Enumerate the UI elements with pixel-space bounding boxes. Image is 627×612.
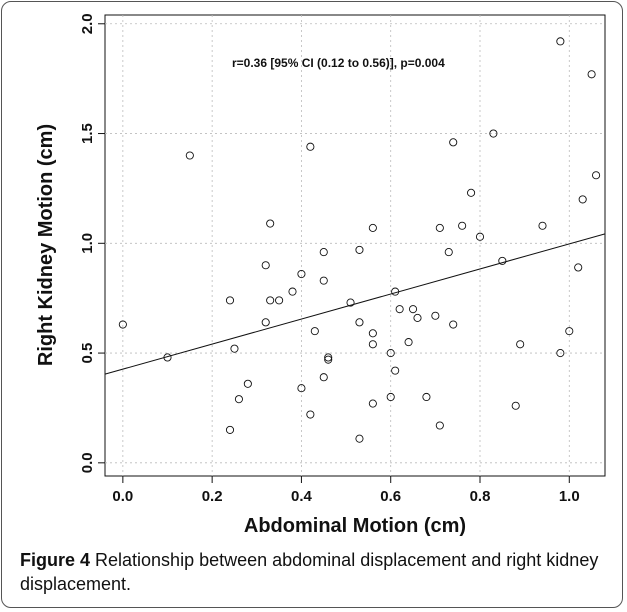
x-tick-label: 0.4 [291,488,313,505]
data-point [408,305,418,314]
data-point [306,142,315,151]
data-point [346,298,355,307]
caption-label: Figure 4 [20,550,91,570]
data-point [266,219,275,228]
y-axis-title: Right Kidney Motion (cm) [35,124,57,366]
data-point [391,366,400,375]
data-points [118,37,601,443]
y-tick-label: 0.0 [79,452,96,473]
data-point [185,151,194,160]
trend-line [104,233,606,375]
data-point [355,245,364,254]
data-point [458,221,467,230]
data-point [538,221,547,230]
data-point [243,379,252,388]
data-point [422,392,431,402]
data-point [368,340,377,349]
data-point [368,399,377,408]
data-point [449,138,458,147]
axes: 0.0 0.2 0.4 0.6 0.8 1.0 0.0 0.5 1.0 1.5 2.0 [79,13,580,505]
data-point [118,320,127,329]
data-point [275,296,284,305]
scatter-chart: 0.0 0.2 0.4 0.6 0.8 1.0 0.0 0.5 1.0 1.5 2.0 r=0.36… [35,13,606,537]
data-point [587,70,596,79]
data-point [444,248,453,257]
figure-caption: Figure 4 Relationship between abdominal … [20,548,610,596]
data-point [225,296,235,305]
x-tick-label: 0.6 [380,488,401,505]
data-point [297,269,306,279]
data-point [431,311,440,320]
data-point [261,261,270,270]
data-point [368,329,377,338]
data-point [324,353,333,362]
data-point [355,434,364,443]
data-point [234,395,243,404]
data-point [413,313,422,322]
y-tick-label: 1.0 [79,233,96,254]
data-point [475,232,485,241]
correlation-annotation: r=0.36 [95% CI (0.12 to 0.56)], p=0.004 [232,56,445,70]
data-point [319,373,328,382]
caption-text: Relationship between abdominal displacem… [20,550,599,594]
data-point [489,129,498,138]
data-point [511,401,520,410]
data-point [395,305,404,314]
data-point [368,223,377,232]
data-point [578,195,587,204]
data-point [225,425,235,434]
grid-lines [105,15,605,476]
data-point [498,256,507,265]
y-tick-label: 1.5 [79,123,96,144]
x-tick-label: 0.8 [470,488,491,505]
data-point [592,171,601,180]
data-point [355,318,364,327]
data-point [435,421,444,430]
x-tick-label: 0.2 [202,488,223,505]
data-point [556,349,565,358]
data-point [266,296,275,305]
data-point [556,37,565,46]
y-tick-label: 2.0 [79,13,96,34]
data-point [319,276,328,285]
x-axis-title: Abdominal Motion (cm) [244,515,466,537]
plot-area [104,14,606,477]
x-tick-label: 1.0 [559,488,580,505]
data-point [574,263,583,272]
data-point [310,327,319,336]
x-tick-label: 0.0 [112,488,133,505]
data-point [449,320,458,329]
data-point [230,344,239,353]
data-point [565,327,574,336]
data-point [404,338,413,347]
data-point [261,318,270,327]
data-point [435,223,444,232]
data-point [386,349,395,358]
data-point [306,410,315,419]
data-point [516,340,525,349]
data-point [324,355,333,364]
data-point [386,392,395,402]
data-point [319,248,328,257]
data-point [288,287,297,296]
y-tick-label: 0.5 [79,343,96,364]
data-point [467,188,476,197]
data-point [297,384,306,393]
